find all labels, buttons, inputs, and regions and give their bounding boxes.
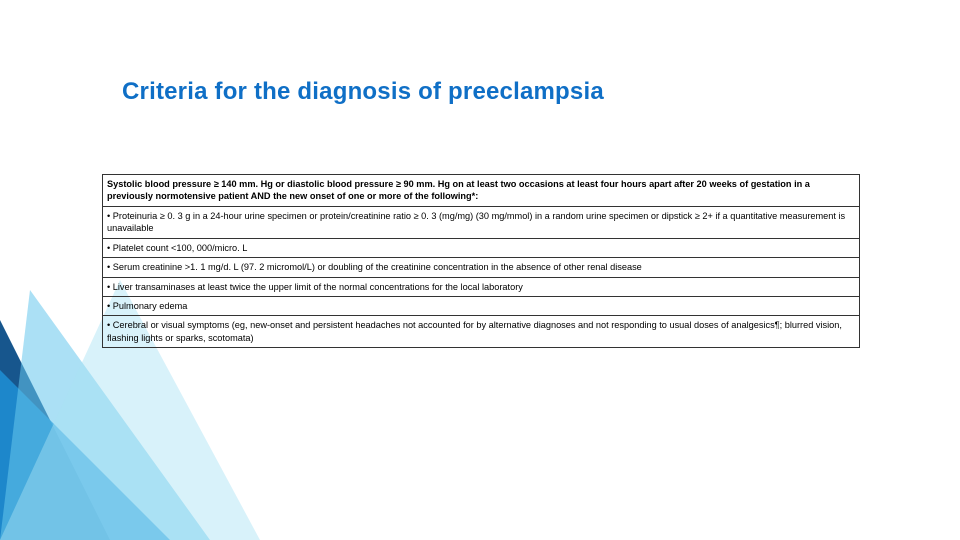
table-cell: Pulmonary edema — [103, 296, 860, 315]
cell-text: Proteinuria ≥ 0. 3 g in a 24-hour urine … — [107, 211, 845, 233]
table-cell: Serum creatinine >1. 1 mg/d. L (97. 2 mi… — [103, 258, 860, 277]
cell-text: Serum creatinine >1. 1 mg/d. L (97. 2 mi… — [107, 262, 642, 272]
cell-text: Cerebral or visual symptoms (eg, new-ons… — [107, 320, 842, 342]
table-row: Serum creatinine >1. 1 mg/d. L (97. 2 mi… — [103, 258, 860, 277]
criteria-table: Systolic blood pressure ≥ 140 mm. Hg or … — [102, 174, 860, 348]
table-row: Pulmonary edema — [103, 296, 860, 315]
slide-title: Criteria for the diagnosis of preeclamps… — [122, 78, 604, 106]
table-cell: Platelet count <100, 000/micro. L — [103, 238, 860, 257]
table-row: Systolic blood pressure ≥ 140 mm. Hg or … — [103, 175, 860, 207]
cell-text: Platelet count <100, 000/micro. L — [107, 243, 247, 253]
cell-text: Systolic blood pressure ≥ 140 mm. Hg or … — [107, 179, 810, 201]
slide: Criteria for the diagnosis of preeclamps… — [0, 0, 960, 540]
cell-text: Pulmonary edema — [107, 301, 187, 311]
table-row: Proteinuria ≥ 0. 3 g in a 24-hour urine … — [103, 206, 860, 238]
table-cell: Liver transaminases at least twice the u… — [103, 277, 860, 296]
table-row: Liver transaminases at least twice the u… — [103, 277, 860, 296]
cell-text: Liver transaminases at least twice the u… — [107, 282, 523, 292]
table-row: Cerebral or visual symptoms (eg, new-ons… — [103, 316, 860, 348]
table-row: Platelet count <100, 000/micro. L — [103, 238, 860, 257]
table-cell: Systolic blood pressure ≥ 140 mm. Hg or … — [103, 175, 860, 207]
table-cell: Proteinuria ≥ 0. 3 g in a 24-hour urine … — [103, 206, 860, 238]
table-cell: Cerebral or visual symptoms (eg, new-ons… — [103, 316, 860, 348]
